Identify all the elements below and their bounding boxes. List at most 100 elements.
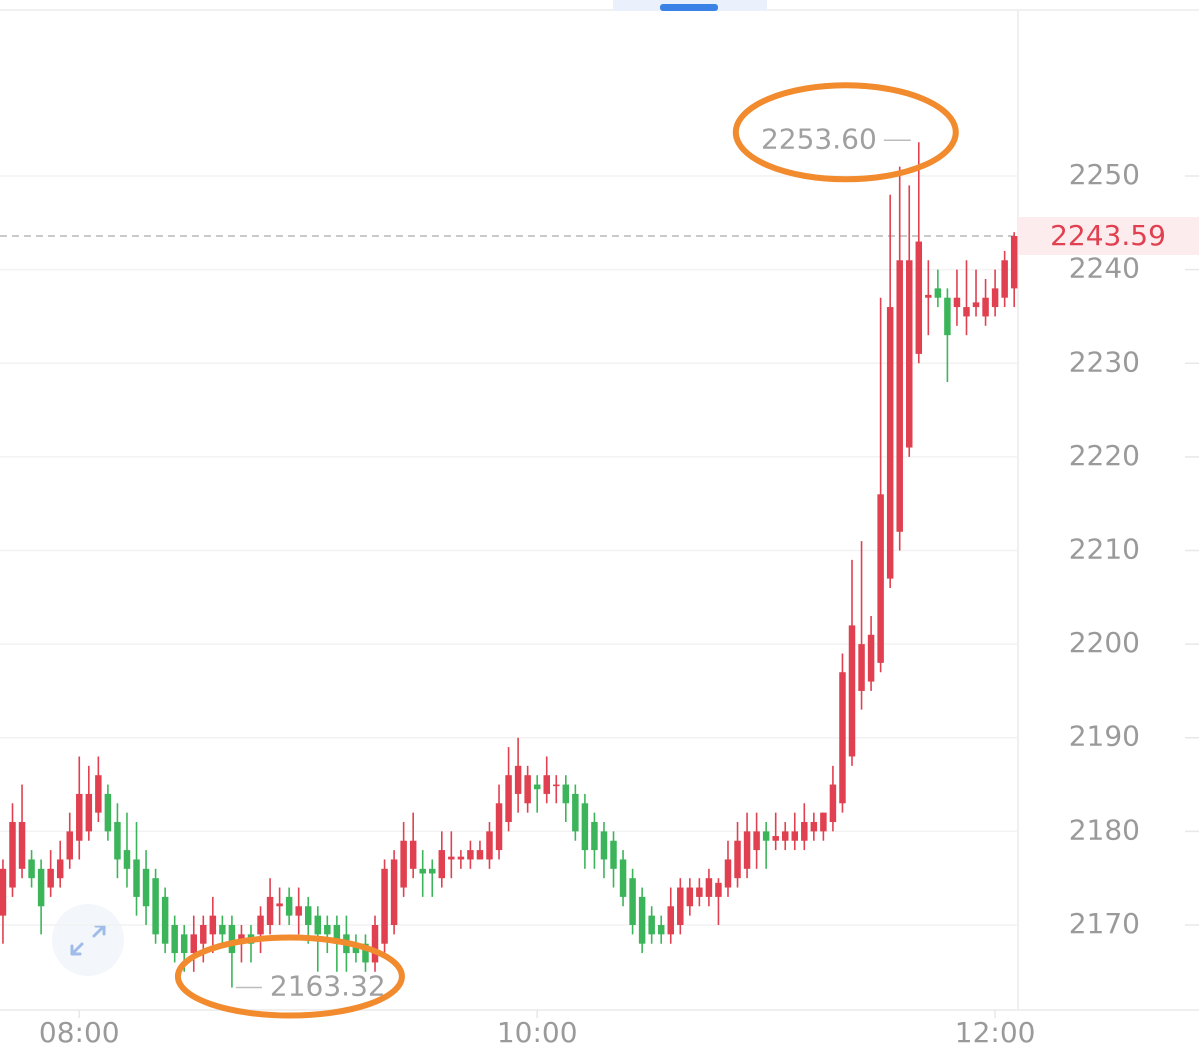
candle-body (896, 260, 903, 532)
candle-body (610, 840, 617, 869)
candle-body (1010, 236, 1018, 289)
candle-body (858, 644, 865, 691)
candle-body (18, 822, 26, 869)
candle-body (304, 906, 312, 925)
candle-body (629, 878, 636, 925)
candle-body (705, 878, 713, 897)
candle-body (743, 831, 751, 869)
candle-body (400, 840, 407, 888)
candle-body (486, 831, 493, 860)
candle-body (104, 793, 112, 832)
candle-body (886, 307, 894, 579)
candle-body (762, 831, 770, 841)
candle-body (543, 775, 550, 794)
candle-body (76, 793, 83, 841)
y-tick-label: 2210 (1069, 533, 1140, 566)
candle-body (829, 784, 837, 823)
y-tick-label: 2230 (1069, 345, 1140, 378)
candle-body (753, 831, 760, 851)
candle-body (715, 882, 722, 897)
candle-body (724, 859, 732, 888)
candle-body (648, 915, 655, 935)
candle-body (47, 868, 54, 888)
tab-indicator (660, 4, 718, 11)
candle-body (533, 784, 541, 790)
candle-body (114, 822, 121, 860)
candle-body (991, 288, 999, 308)
last-price-label: 2243.59 (1050, 219, 1166, 252)
candle-body (562, 784, 570, 804)
candle-body (934, 288, 942, 298)
candle-body (677, 887, 684, 925)
candle-body (85, 793, 93, 832)
candle-body (801, 822, 808, 841)
candle-body (152, 878, 159, 935)
candle-body (638, 896, 646, 944)
candle-body (333, 924, 341, 944)
highlight-ellipse (732, 82, 959, 183)
y-tick-label: 2180 (1069, 813, 1140, 846)
expand-button[interactable] (52, 904, 124, 976)
candle-body (944, 297, 951, 336)
candle-body (190, 934, 197, 954)
candle-body (839, 672, 846, 804)
x-tick-label: 12:00 (955, 1016, 1036, 1049)
x-tick-label: 10:00 (497, 1016, 578, 1049)
candle-body (371, 924, 379, 963)
candle-body (963, 307, 970, 317)
y-tick-label: 2220 (1069, 439, 1140, 472)
candle-body (200, 924, 207, 944)
candle-body (419, 868, 426, 874)
annotation-label: 2163.32 (270, 970, 386, 1003)
x-tick-label: 08:00 (39, 1016, 120, 1049)
candle-body (925, 294, 932, 298)
y-tick-label: 2170 (1069, 907, 1140, 940)
candle-body (161, 896, 169, 944)
last-price-badge (1018, 217, 1199, 256)
candle-body (180, 934, 188, 954)
annotation-label: 2253.60 (761, 122, 877, 155)
candle-body (352, 943, 360, 954)
candle-body (667, 906, 674, 935)
candle-body (619, 859, 627, 897)
candle-body (915, 241, 923, 354)
candle-body (867, 634, 875, 682)
candle-body (142, 868, 150, 907)
candle-body (171, 924, 178, 954)
candle-body (295, 906, 302, 916)
candle-body (228, 924, 236, 954)
candle-body (772, 836, 779, 841)
candle-body (37, 868, 45, 907)
grid (0, 175, 1018, 926)
candle-body (390, 859, 398, 925)
candle-body (581, 803, 589, 851)
candle-body (257, 915, 264, 935)
candle-body (362, 943, 369, 963)
candle-body (66, 831, 73, 860)
candle-body (657, 924, 665, 935)
candle-body (209, 915, 217, 935)
y-tick-label: 2200 (1069, 626, 1140, 659)
y-tick-label: 2190 (1069, 720, 1140, 753)
candle-body (314, 915, 322, 935)
candle-body (982, 297, 989, 317)
candle-body (505, 775, 512, 823)
candle-body (95, 775, 102, 813)
candle-body (0, 868, 7, 916)
candle-body (686, 887, 694, 907)
candle-body (553, 784, 560, 787)
candle-body (820, 812, 827, 832)
candle-body (953, 297, 961, 308)
candle-body (591, 822, 598, 851)
candle-body (133, 859, 140, 897)
candle-body (381, 868, 388, 944)
candle-body (734, 840, 741, 879)
candle-body (791, 831, 799, 841)
candle-body (848, 625, 856, 757)
candle-body (9, 822, 16, 888)
candle-body (514, 765, 522, 794)
y-tick-label: 2240 (1069, 252, 1140, 285)
candle-body (123, 850, 131, 869)
